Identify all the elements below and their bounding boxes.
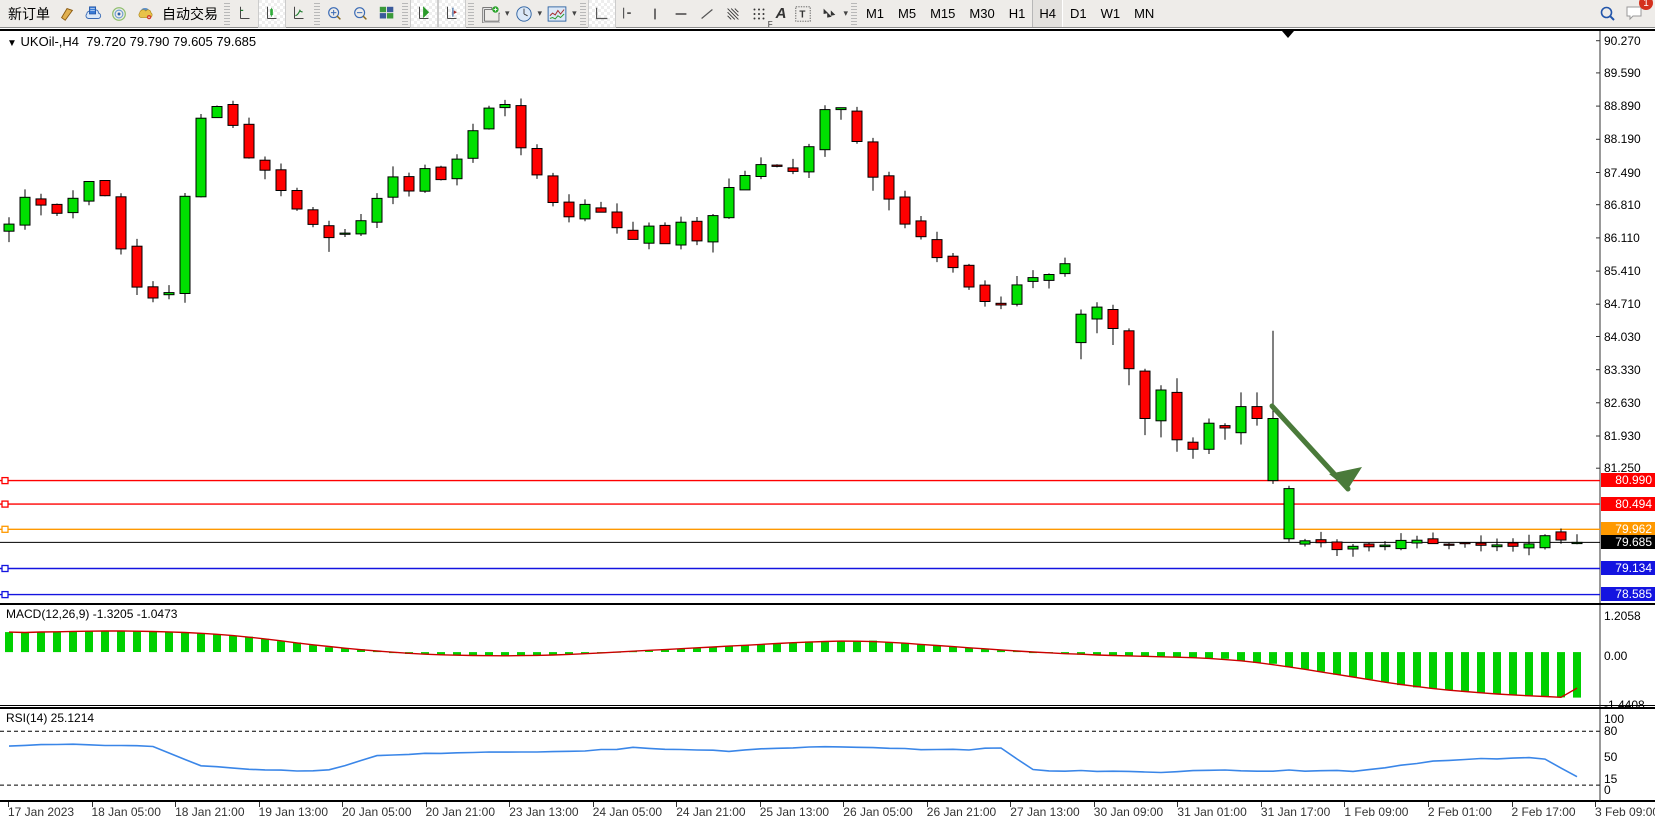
svg-text:T: T — [800, 9, 806, 20]
